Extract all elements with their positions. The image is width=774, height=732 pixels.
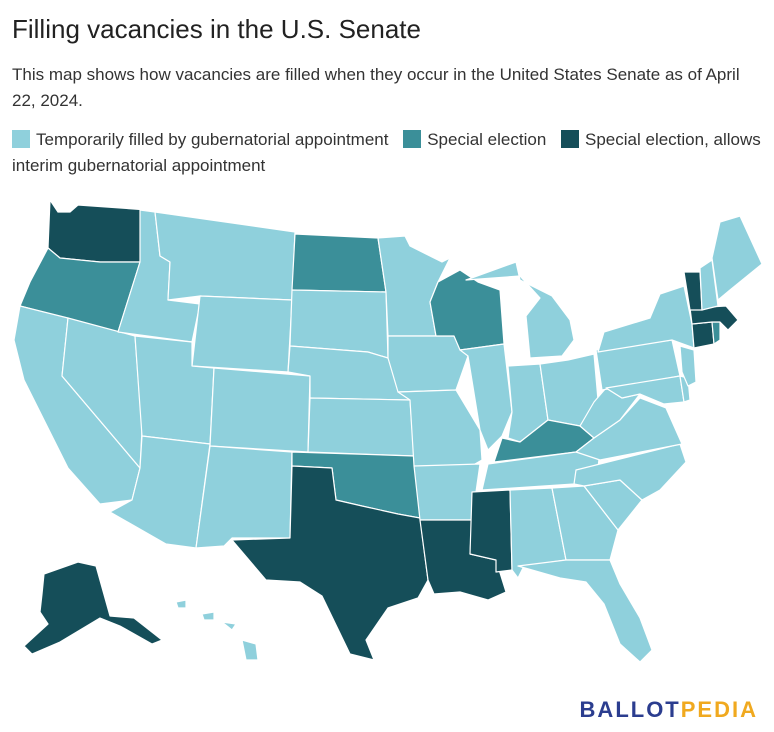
state-NY: [597, 285, 695, 353]
state-KS: [307, 397, 415, 457]
legend-swatch-special: [403, 130, 422, 148]
state-WY: [191, 295, 293, 373]
brand-part-1: BALLOT: [579, 697, 681, 722]
state-NM: [195, 445, 293, 549]
state-GA: [551, 485, 619, 561]
state-HI-4: [241, 639, 259, 661]
state-ND: [291, 233, 387, 293]
legend-swatch-appointment: [12, 130, 30, 148]
map-subtitle: This map shows how vacancies are filled …: [12, 65, 740, 110]
legend: Temporarily filled by gubernatorial appo…: [12, 127, 764, 179]
state-AR: [413, 463, 481, 521]
state-AK: [23, 561, 163, 655]
state-CT: [691, 321, 715, 349]
legend-item-special-interim: Special election, allows interim guberna…: [12, 130, 761, 175]
state-HI-3: [221, 621, 237, 631]
state-NC: [573, 443, 687, 501]
legend-label-appointment: Temporarily filled by gubernatorial appo…: [36, 130, 389, 149]
state-ME: [711, 215, 763, 301]
map-title: Filling vacancies in the U.S. Senate: [12, 14, 421, 44]
state-HI-2: [201, 611, 215, 621]
legend-label-special-interim: Special election, allows interim guberna…: [12, 130, 761, 175]
brand-part-2: PEDIA: [680, 697, 758, 722]
state-WA: [47, 199, 149, 263]
state-IL: [459, 343, 513, 451]
state-MT: [154, 211, 296, 301]
state-CO: [209, 367, 311, 453]
state-RI: [711, 321, 721, 345]
state-NJ: [679, 345, 697, 387]
legend-item-appointment: Temporarily filled by gubernatorial appo…: [12, 130, 393, 149]
state-MI: [465, 261, 575, 359]
legend-label-special: Special election: [427, 130, 547, 149]
state-TX: [231, 465, 429, 661]
legend-item-special: Special election: [403, 130, 551, 149]
legend-swatch-special-interim: [561, 130, 580, 148]
ballotpedia-logo: BALLOTPEDIA: [580, 697, 758, 723]
state-MA: [689, 305, 739, 331]
state-IA: [387, 335, 469, 393]
state-FL: [517, 559, 653, 663]
state-HI-1: [175, 599, 187, 609]
